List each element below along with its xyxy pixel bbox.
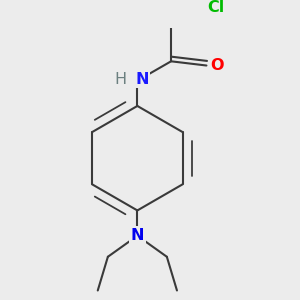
Text: O: O	[211, 58, 224, 73]
Text: N: N	[130, 228, 144, 243]
Text: Cl: Cl	[207, 0, 224, 15]
Text: H: H	[114, 72, 126, 87]
Text: N: N	[136, 72, 149, 87]
